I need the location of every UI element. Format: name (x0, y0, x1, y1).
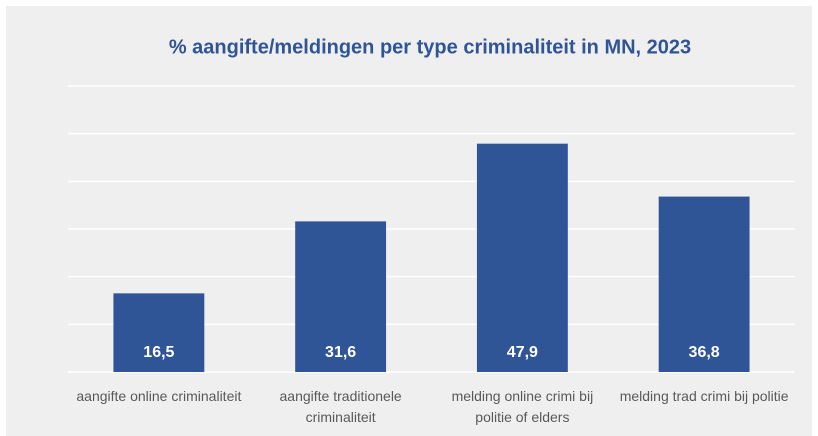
data-label: 16,5 (143, 344, 174, 361)
x-tick-label: melding online crimi bij politie of elde… (451, 388, 594, 425)
bar (113, 293, 205, 372)
bar (295, 221, 387, 372)
chart-title: % aangifte/meldingen per type criminalit… (169, 36, 691, 58)
bar (658, 196, 750, 372)
bar (476, 143, 568, 372)
data-label: 31,6 (325, 344, 356, 361)
data-label: 47,9 (507, 344, 538, 361)
x-tick-label: aangifte traditionele criminaliteit (279, 388, 402, 425)
x-tick-label: aangifte online criminaliteit (76, 388, 242, 404)
data-label: 36,8 (689, 344, 720, 361)
x-tick-label: melding trad crimi bij politie (619, 388, 789, 404)
